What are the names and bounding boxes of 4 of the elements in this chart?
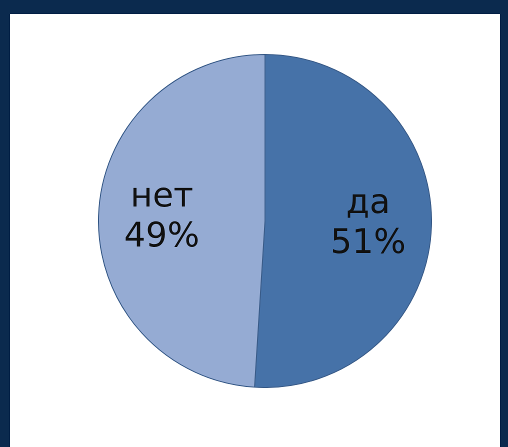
slice-label: нет <box>130 176 194 216</box>
data-label: 51% <box>330 222 406 262</box>
slice-label: да <box>346 182 390 222</box>
data-label: 49% <box>124 216 200 256</box>
